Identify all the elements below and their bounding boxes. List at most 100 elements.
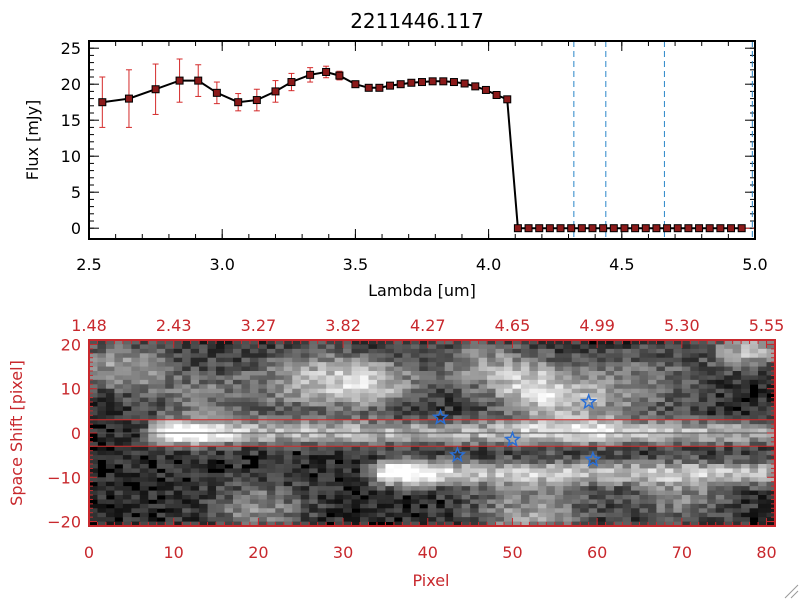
image-cell <box>300 371 310 376</box>
image-cell <box>89 419 98 425</box>
image-cell <box>258 441 268 447</box>
image-cell <box>326 415 336 421</box>
image-cell <box>343 357 352 363</box>
image-cell <box>563 512 573 518</box>
image-cell <box>690 503 700 509</box>
image-cell <box>207 441 217 447</box>
image-cell <box>182 499 192 505</box>
image-cell <box>537 490 547 496</box>
image-cell <box>292 428 302 434</box>
image-cell <box>309 362 319 367</box>
image-cell <box>673 481 683 487</box>
image-cell <box>258 362 268 367</box>
image-cell <box>470 437 479 443</box>
image-cell <box>283 402 293 407</box>
image-cell <box>453 499 463 505</box>
image-cell <box>512 459 522 465</box>
image-cell <box>182 424 192 429</box>
image-cell <box>309 366 319 372</box>
image-cell <box>512 450 522 456</box>
y-tick-label: 20 <box>61 75 81 94</box>
image-cell <box>385 366 395 372</box>
image-cell <box>258 433 268 438</box>
image-cell <box>554 375 564 381</box>
image-cell <box>647 353 657 359</box>
image-cell <box>402 521 412 527</box>
image-cell <box>444 402 454 407</box>
image-cell <box>529 490 539 496</box>
image-cell <box>597 464 607 469</box>
image-cell <box>436 375 446 381</box>
image-cell <box>360 424 369 429</box>
image-cell <box>656 375 666 381</box>
image-cell <box>580 481 590 487</box>
image-cell <box>275 406 285 412</box>
image-cell <box>554 477 564 483</box>
image-cell <box>673 499 683 505</box>
image-cell <box>402 340 412 345</box>
image-cell <box>105 512 115 518</box>
image-cell <box>520 384 530 390</box>
image-cell <box>232 464 242 469</box>
image-cell <box>376 415 386 421</box>
image-cell <box>698 468 708 474</box>
image-cell <box>715 521 725 527</box>
image-cell <box>385 446 395 452</box>
image-cell <box>173 410 183 416</box>
image-cell <box>360 344 369 350</box>
image-cell <box>190 468 200 474</box>
image-cell <box>224 410 234 416</box>
image-cell <box>707 455 717 460</box>
image-cell <box>190 508 200 514</box>
image-cell <box>741 433 750 438</box>
image-cell <box>495 464 505 469</box>
image-cell <box>546 402 556 407</box>
image-cell <box>453 353 463 359</box>
data-point-marker <box>471 82 480 91</box>
image-cell <box>597 437 607 443</box>
image-cell <box>478 344 488 350</box>
image-cell <box>487 441 496 447</box>
image-cell <box>292 512 302 518</box>
image-cell <box>512 371 522 376</box>
image-cell <box>393 490 403 496</box>
image-cell <box>690 490 700 496</box>
image-cell <box>605 499 615 505</box>
image-cell <box>419 362 429 367</box>
image-cell <box>216 419 225 425</box>
image-cell <box>207 397 217 403</box>
image-cell <box>647 468 657 474</box>
image-cell <box>605 428 615 434</box>
image-cell <box>249 450 259 456</box>
image-cell <box>554 379 564 385</box>
image-cell <box>376 503 386 509</box>
image-cell <box>529 495 539 500</box>
image-cell <box>385 481 395 487</box>
image-cell <box>605 472 615 478</box>
image-cell <box>673 508 683 514</box>
image-cell <box>317 437 327 443</box>
image-cell <box>97 508 107 514</box>
image-cell <box>393 362 403 367</box>
image-cell <box>317 464 327 469</box>
image-cell <box>199 410 208 416</box>
image-cell <box>232 379 242 385</box>
image-cell <box>224 433 234 438</box>
image-cell <box>292 433 302 438</box>
image-cell <box>758 344 767 350</box>
image-cell <box>537 459 547 465</box>
image-cell <box>393 437 403 443</box>
image-cell <box>537 481 547 487</box>
image-cell <box>368 433 378 438</box>
image-cell <box>605 521 615 527</box>
image-cell <box>351 464 361 469</box>
image-cell <box>487 397 496 403</box>
image-cell <box>503 344 513 350</box>
image-cell <box>758 371 767 376</box>
image-cell <box>402 384 412 390</box>
image-cell <box>656 517 666 522</box>
image-cell <box>436 464 446 469</box>
image-cell <box>478 521 488 527</box>
image-cell <box>724 499 734 505</box>
image-cell <box>512 517 522 522</box>
